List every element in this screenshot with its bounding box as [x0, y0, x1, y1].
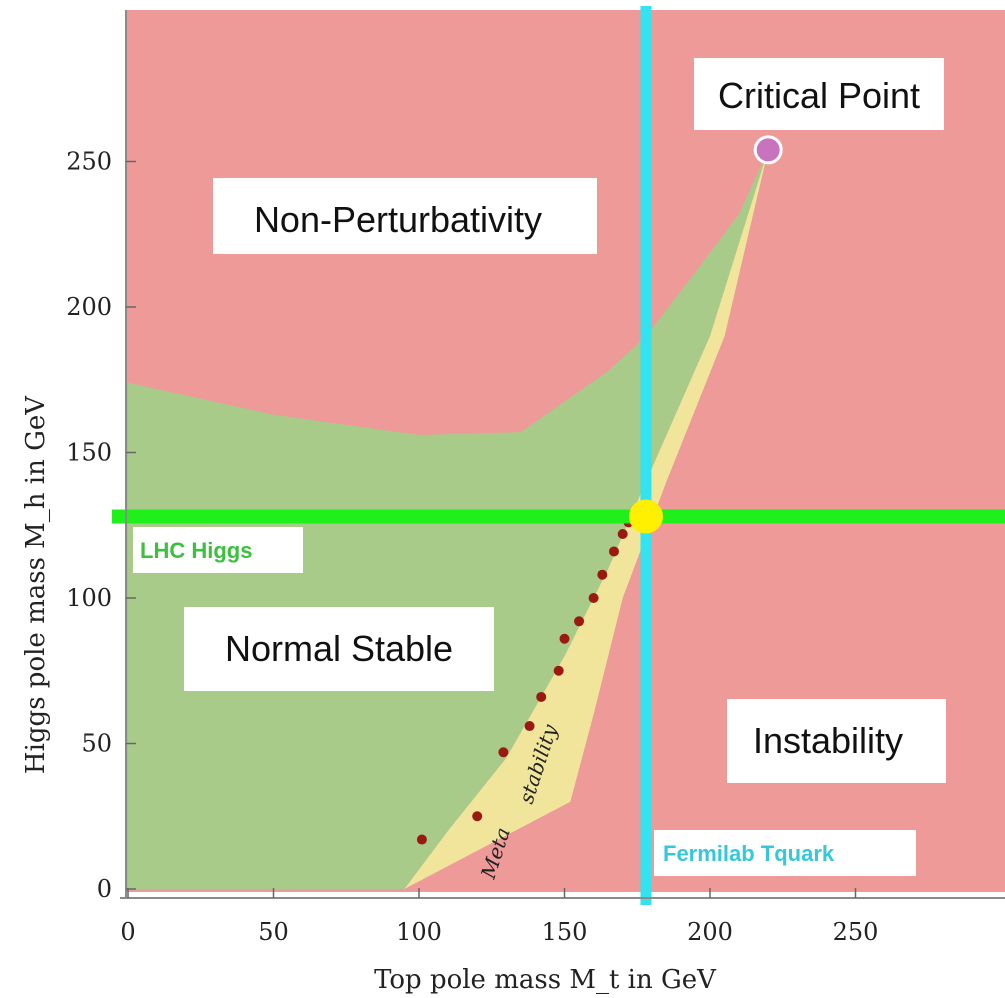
- boundary-dot: [416, 834, 427, 845]
- normal-stable-label: Normal Stable: [184, 607, 494, 691]
- metastability-area: [404, 149, 769, 889]
- boundary-dot: [617, 528, 628, 539]
- y-axis-title: Higgs pole mass M_h in GeV: [21, 395, 51, 774]
- boundary-dot: [574, 616, 585, 627]
- boundary-dot: [553, 665, 564, 676]
- marker-points: [628, 135, 783, 534]
- x-tick-label: 200: [687, 918, 733, 946]
- non-perturbativity-label: Non-Perturbativity: [213, 178, 597, 254]
- fermilab-tquark-label: Fermilab Tquark: [654, 830, 916, 876]
- plot-frame: [120, 10, 1005, 899]
- svg-text:Critical Point: Critical Point: [718, 75, 920, 116]
- x-tick-label: 100: [396, 918, 442, 946]
- boundary-dot: [588, 593, 599, 603]
- x-tick-label: 0: [120, 918, 135, 946]
- x-tick-label: 150: [542, 918, 588, 946]
- svg-text:Instability: Instability: [753, 720, 903, 761]
- intersection-marker: [628, 499, 663, 534]
- svg-text:Non-Perturbativity: Non-Perturbativity: [254, 199, 542, 240]
- svg-text:Fermilab Tquark: Fermilab Tquark: [663, 841, 835, 866]
- boundary-dot: [498, 747, 509, 758]
- critical-point-label: Critical Point: [694, 58, 944, 130]
- y-tick-label: 200: [66, 293, 112, 321]
- lhc-higgs-label: LHC Higgs: [133, 527, 303, 573]
- boundary-dot: [608, 546, 619, 557]
- y-tick-label: 100: [66, 584, 112, 612]
- axis-ticks: 0 50 100 150 200 250 0 50 100 150 200 250: [66, 148, 878, 947]
- boundary-dot: [559, 633, 570, 644]
- boundary-dot: [524, 721, 535, 732]
- y-tick-label: 150: [66, 439, 112, 467]
- reference-lines: [112, 6, 1005, 905]
- critical-point-marker: [753, 135, 783, 165]
- boundary-dot: [536, 691, 547, 702]
- instability-label: Instability: [727, 699, 946, 783]
- svg-text:LHC Higgs: LHC Higgs: [140, 538, 252, 563]
- x-tick-label: 250: [833, 918, 879, 946]
- y-tick-label: 0: [97, 875, 112, 903]
- svg-text:Normal Stable: Normal Stable: [225, 628, 453, 669]
- x-axis-title: Top pole mass M_t in GeV: [374, 965, 717, 995]
- boundary-dot: [472, 811, 483, 822]
- boundary-dot: [597, 569, 608, 580]
- y-tick-label: 50: [81, 730, 112, 758]
- x-tick-label: 50: [258, 918, 289, 946]
- y-tick-label: 250: [66, 148, 112, 176]
